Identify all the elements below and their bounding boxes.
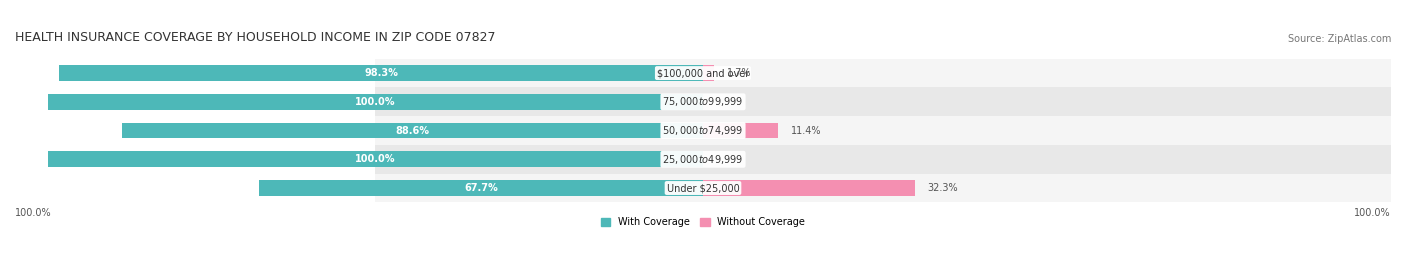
Text: 1.7%: 1.7% bbox=[727, 68, 752, 78]
Text: Under $25,000: Under $25,000 bbox=[666, 183, 740, 193]
Text: $25,000 to $49,999: $25,000 to $49,999 bbox=[662, 153, 744, 166]
Text: 32.3%: 32.3% bbox=[928, 183, 959, 193]
Text: 100.0%: 100.0% bbox=[1354, 208, 1391, 218]
Bar bbox=[375, 145, 1406, 174]
Text: 100.0%: 100.0% bbox=[356, 97, 395, 107]
Text: 98.3%: 98.3% bbox=[364, 68, 398, 78]
Bar bbox=[375, 116, 1406, 145]
Bar bbox=[48, 151, 703, 167]
Bar bbox=[375, 59, 1406, 87]
Text: $75,000 to $99,999: $75,000 to $99,999 bbox=[662, 95, 744, 108]
Bar bbox=[122, 123, 703, 139]
Text: 88.6%: 88.6% bbox=[395, 126, 430, 136]
Text: Source: ZipAtlas.com: Source: ZipAtlas.com bbox=[1288, 34, 1391, 44]
Text: 100.0%: 100.0% bbox=[356, 154, 395, 164]
Bar bbox=[703, 65, 714, 81]
Bar bbox=[48, 94, 703, 110]
Bar bbox=[375, 87, 1406, 116]
Text: HEALTH INSURANCE COVERAGE BY HOUSEHOLD INCOME IN ZIP CODE 07827: HEALTH INSURANCE COVERAGE BY HOUSEHOLD I… bbox=[15, 31, 495, 44]
Text: 11.4%: 11.4% bbox=[790, 126, 821, 136]
Text: $100,000 and over: $100,000 and over bbox=[657, 68, 749, 78]
Bar bbox=[703, 123, 778, 139]
Text: 67.7%: 67.7% bbox=[464, 183, 498, 193]
Bar bbox=[59, 65, 703, 81]
Bar bbox=[375, 174, 1406, 202]
Text: 100.0%: 100.0% bbox=[15, 208, 52, 218]
Bar bbox=[703, 180, 915, 196]
Text: $50,000 to $74,999: $50,000 to $74,999 bbox=[662, 124, 744, 137]
Bar bbox=[259, 180, 703, 196]
Legend: With Coverage, Without Coverage: With Coverage, Without Coverage bbox=[598, 213, 808, 231]
